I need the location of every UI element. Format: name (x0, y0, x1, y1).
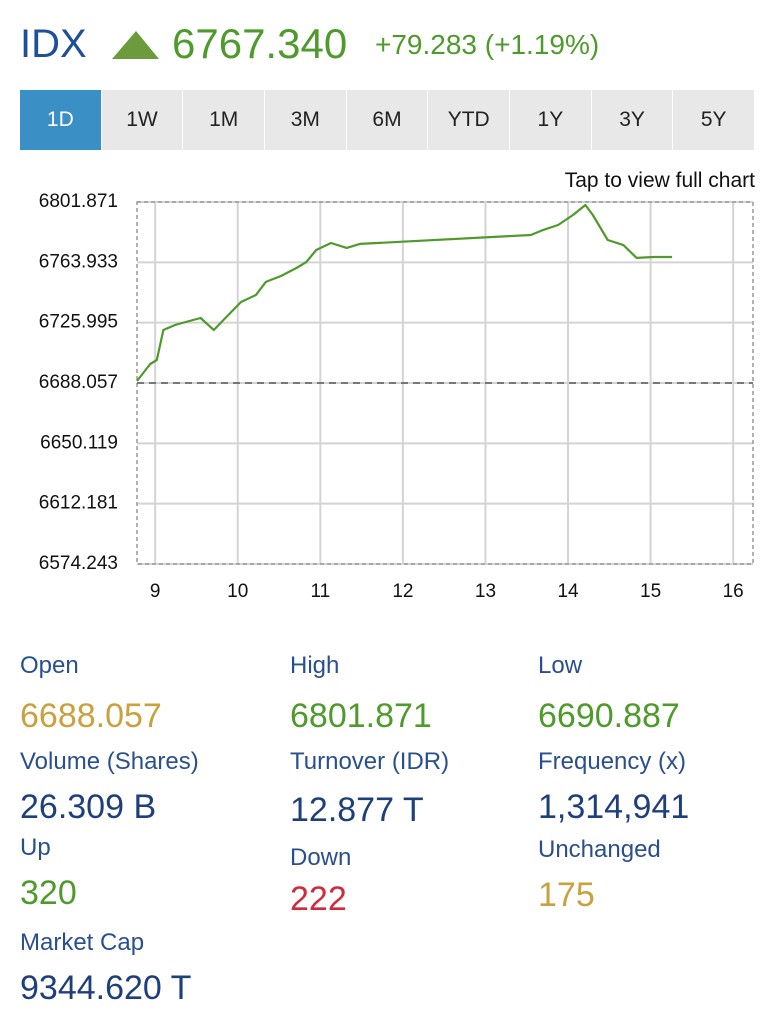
y-tick-label: 6688.057 (39, 372, 118, 393)
x-tick-label: 12 (392, 581, 413, 602)
chart-link[interactable]: Tap to view full chart (564, 169, 755, 192)
x-tick-label: 15 (640, 581, 661, 602)
range-tab[interactable]: 3M (265, 90, 347, 150)
y-tick-label: 6763.933 (39, 251, 118, 272)
x-tick-label: 13 (475, 581, 496, 602)
stat-label: Open (20, 652, 79, 679)
range-tab[interactable]: 5Y (673, 90, 756, 150)
stat-label: Low (538, 652, 583, 679)
stat-value: 6690.887 (538, 697, 680, 735)
change: +79.283 (+1.19%) (375, 29, 600, 60)
price: 6767.340 (172, 20, 348, 67)
range-tab[interactable]: 1W (101, 90, 184, 150)
stat-value: 9344.620 T (20, 969, 192, 1007)
x-tick-label: 10 (227, 581, 248, 602)
stat-value: 12.877 T (290, 791, 424, 829)
stat-label: Unchanged (538, 836, 661, 863)
stat-value: 1,314,941 (538, 788, 690, 826)
stat-label: High (290, 652, 340, 679)
y-tick-label: 6725.995 (39, 312, 118, 333)
y-tick-label: 6801.871 (39, 191, 118, 212)
stat-label: Down (290, 844, 352, 871)
symbol: IDX (20, 22, 87, 66)
stat-label: Turnover (IDR) (290, 748, 450, 775)
range-tab[interactable]: YTD (428, 90, 511, 150)
stat-value: 6688.057 (20, 697, 162, 735)
price-line (136, 203, 673, 382)
stat-value: 320 (20, 874, 77, 912)
range-tab[interactable]: 1Y (510, 90, 592, 150)
y-tick-label: 6574.243 (39, 553, 118, 574)
range-tab[interactable]: 6M (346, 90, 429, 150)
y-tick-label: 6612.181 (39, 493, 118, 514)
y-tick-label: 6650.119 (40, 432, 118, 453)
stat-label: Up (20, 834, 51, 861)
stat-value: 6801.871 (290, 697, 432, 735)
x-tick-label: 11 (310, 581, 330, 602)
range-tabs: 1D 1W 1M 3M 6M YTD 1Y 3Y 5Y (20, 90, 756, 150)
range-tab[interactable]: 3Y (591, 90, 674, 150)
stat-label: Volume (Shares) (20, 748, 199, 775)
stat-label: Market Cap (20, 929, 145, 956)
x-tick-label: 14 (557, 581, 579, 602)
x-tick-label: 9 (150, 581, 161, 602)
range-tab[interactable]: 1M (183, 90, 266, 150)
range-tab[interactable]: 1D (20, 90, 102, 150)
chart[interactable]: 6801.871 6763.933 6725.995 6688.057 6650.119… (0, 0, 775, 620)
stat-value: 26.309 B (20, 788, 157, 826)
stat-label: Frequency (x) (538, 748, 687, 775)
stat-value: 175 (538, 876, 595, 914)
stat-value: 222 (290, 880, 347, 918)
up-arrow (112, 31, 159, 59)
x-tick-label: 16 (723, 581, 744, 602)
